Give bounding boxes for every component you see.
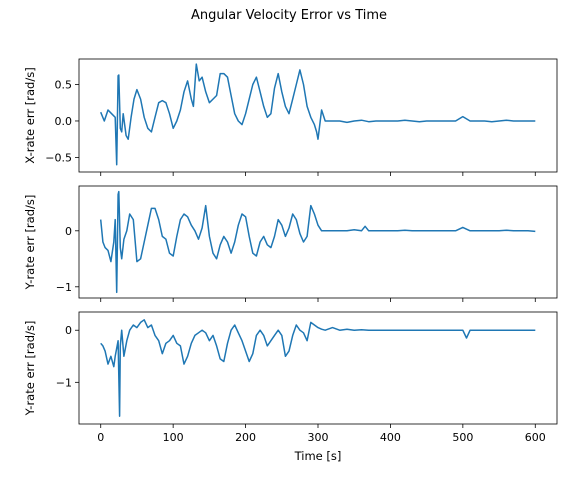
y-axis-label: Y-rate err [rad/s] [23,321,37,417]
axes-frame [78,185,558,299]
x-axis-label: Time [s] [294,449,342,463]
x-tick-label: 500 [452,431,473,444]
x-tick-label: 200 [235,431,256,444]
x-tick-label: 600 [525,431,546,444]
y-axis-label: X-rate err [rad/s] [23,67,37,163]
y-tick-label: 0.5 [55,79,73,92]
y-axis-label: Y-rate err [rad/s] [23,195,37,291]
subplot-3: 0 100 200 300 400 500 600 −1 0 Y-rate err [rad/s]… [23,311,558,463]
y-tick-label: −1 [56,281,72,294]
axes-frame [78,311,558,425]
y-tick-label: −1 [56,376,72,389]
y-tick-label: 0 [65,324,72,337]
series-line [99,190,536,294]
series-line [100,319,536,417]
axes-frame [78,58,558,173]
x-tick-label: 0 [97,431,104,444]
series-line [100,63,536,166]
y-tick-label: 0.0 [55,115,73,128]
y-tick-label: −0.5 [45,151,72,164]
x-tick-label: 400 [380,431,401,444]
x-tick-label: 100 [163,431,184,444]
figure-title: Angular Velocity Error vs Time [190,8,388,23]
subplot-2: −1 0 Y-rate err [rad/s] [23,185,558,302]
subplot-1: −0.5 0.0 0.5 X-rate err [rad/s] [23,58,558,176]
y-tick-label: 0 [65,225,72,238]
x-tick-label: 300 [308,431,329,444]
